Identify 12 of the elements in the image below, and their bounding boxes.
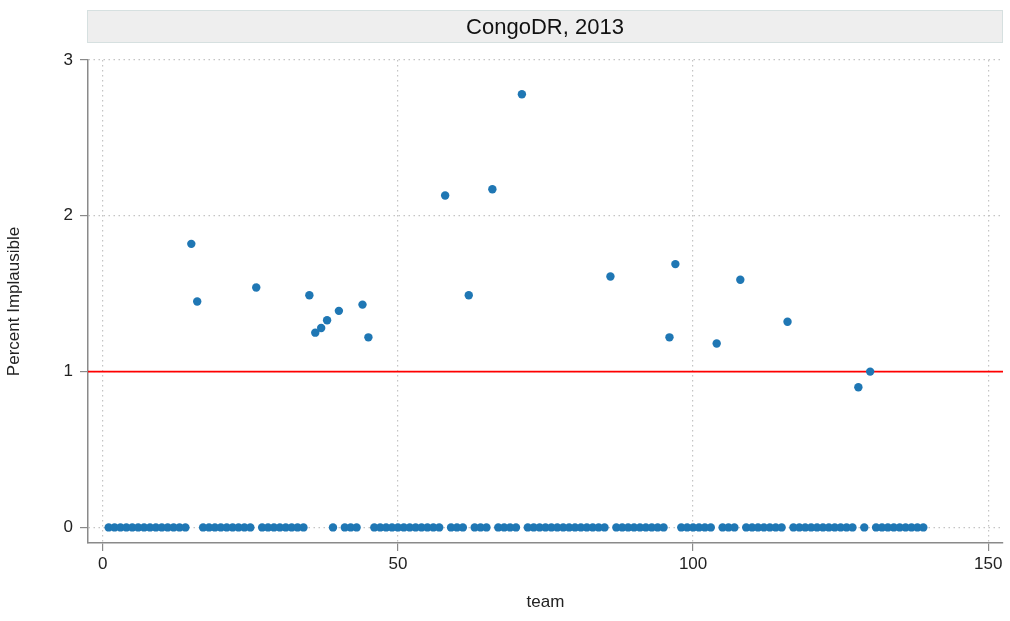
x-tick-label: 150 [974,553,1003,573]
y-tick-label: 1 [63,361,73,381]
header-panel: CongoDR, 2013 [87,10,1003,43]
x-axis-title: team [526,592,565,612]
x-tick-label: 50 [388,553,408,573]
y-tick-label: 0 [63,517,73,537]
y-axis-title: Percent Implausible [3,226,23,377]
y-tick-label: 2 [63,205,73,225]
x-tick-label: 100 [678,553,708,573]
chart-title: CongoDR, 2013 [466,13,624,39]
y-tick-label: 3 [63,49,73,69]
x-tick-label: 0 [98,553,108,573]
